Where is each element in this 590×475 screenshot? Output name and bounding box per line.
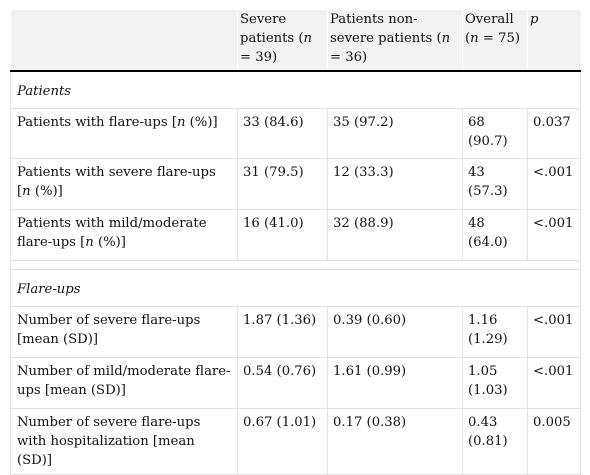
- cell-severe: 0.54 (0.76): [237, 357, 328, 409]
- cell-non-severe: 12 (33.3): [327, 158, 463, 210]
- header-severe: Severe patients (n = 39): [237, 10, 328, 72]
- cell-overall: 48 (64.0): [462, 209, 528, 261]
- cell-p-value: 0.037: [527, 108, 581, 159]
- cell-severe: 0.67 (1.01): [237, 408, 328, 475]
- table-body: Patients Patients with flare-ups [n (%)]…: [10, 71, 581, 475]
- section-spacer: [10, 260, 581, 270]
- header-non-severe: Patients non-severe patients (n = 36): [327, 10, 463, 72]
- cell-non-severe: 32 (88.9): [327, 209, 463, 261]
- cell-overall: 1.16 (1.29): [462, 306, 528, 358]
- header-p-value: p: [527, 10, 581, 72]
- row-label: Patients with severe flare-ups [n (%)]: [10, 158, 238, 210]
- section-title: Flare-ups: [10, 269, 581, 307]
- row-label: Patients with mild/moderate flare-ups [n…: [10, 209, 238, 261]
- cell-severe: 33 (84.6): [237, 108, 328, 159]
- cell-non-severe: 0.39 (0.60): [327, 306, 463, 358]
- section-row-flare-ups: Flare-ups: [10, 269, 581, 307]
- cell-p-value: <.001: [527, 357, 581, 409]
- row-label: Number of mild/moderate flare-ups [mean …: [10, 357, 238, 409]
- cell-non-severe: 1.61 (0.99): [327, 357, 463, 409]
- table-row: Patients with flare-ups [n (%)] 33 (84.6…: [10, 108, 581, 159]
- header-overall: Overall (n = 75): [462, 10, 528, 72]
- cell-severe: 1.87 (1.36): [237, 306, 328, 358]
- cell-p-value: <.001: [527, 158, 581, 210]
- table-row: Number of mild/moderate flare-ups [mean …: [10, 357, 581, 409]
- cell-overall: 43 (57.3): [462, 158, 528, 210]
- cell-non-severe: 0.17 (0.38): [327, 408, 463, 475]
- header-row: Severe patients (n = 39) Patients non-se…: [10, 10, 581, 72]
- cell-non-severe: 35 (97.2): [327, 108, 463, 159]
- row-label: Number of severe flare-ups [mean (SD)]: [10, 306, 238, 358]
- cell-p-value: <.001: [527, 209, 581, 261]
- results-table-container: Severe patients (n = 39) Patients non-se…: [10, 10, 581, 475]
- section-row-patients: Patients: [10, 71, 581, 109]
- cell-severe: 31 (79.5): [237, 158, 328, 210]
- cell-overall: 1.05 (1.03): [462, 357, 528, 409]
- cell-severe: 16 (41.0): [237, 209, 328, 261]
- table-row: Number of severe flare-ups [mean (SD)] 1…: [10, 306, 581, 358]
- cell-overall: 0.43 (0.81): [462, 408, 528, 475]
- header-label-cell: [10, 10, 238, 72]
- section-title: Patients: [10, 71, 581, 109]
- cell-p-value: 0.005: [527, 408, 581, 475]
- row-label: Number of severe flare-ups with hospital…: [10, 408, 238, 475]
- table-row: Patients with mild/moderate flare-ups [n…: [10, 209, 581, 261]
- flare-ups-table: Severe patients (n = 39) Patients non-se…: [10, 10, 581, 475]
- cell-overall: 68 (90.7): [462, 108, 528, 159]
- table-row: Number of severe flare-ups with hospital…: [10, 408, 581, 475]
- cell-p-value: <.001: [527, 306, 581, 358]
- table-header: Severe patients (n = 39) Patients non-se…: [10, 10, 581, 72]
- table-row: Patients with severe flare-ups [n (%)] 3…: [10, 158, 581, 210]
- row-label: Patients with flare-ups [n (%)]: [10, 108, 238, 159]
